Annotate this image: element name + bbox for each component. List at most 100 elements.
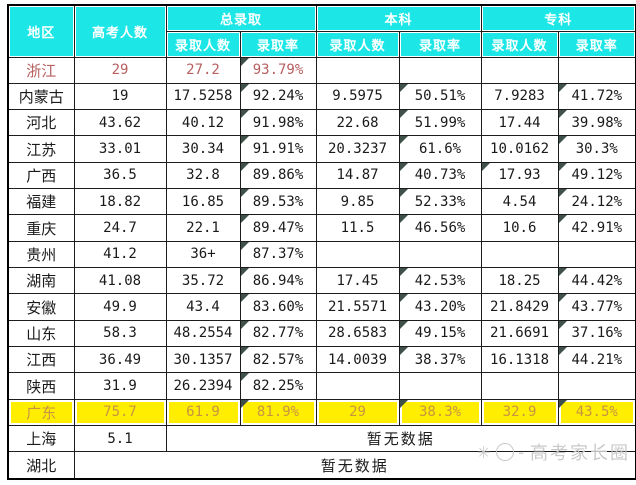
value-cell: 49.12% xyxy=(557,161,636,190)
col-header-candidates: 高考人数 xyxy=(73,4,167,58)
value-cell: 38.3% xyxy=(398,398,482,427)
value-cell: 29 xyxy=(315,398,400,427)
value-cell: 82.77% xyxy=(239,319,317,348)
value-cell: 17.45 xyxy=(315,267,400,295)
col-subheader-undergrad-rate: 录取率 xyxy=(398,30,482,58)
region-cell: 广西 xyxy=(7,161,75,190)
value-cell: 14.0039 xyxy=(315,346,400,374)
value-cell: 41.2 xyxy=(73,240,167,269)
value-cell: 14.87 xyxy=(315,161,400,190)
col-subheader-label: 录取人数 xyxy=(317,32,398,56)
value-cell: 42.53% xyxy=(398,267,482,295)
col-subheader-college-rate: 录取率 xyxy=(557,30,636,58)
value-cell xyxy=(480,372,559,400)
value-cell: 26.2394 xyxy=(165,372,241,400)
value-cell: 5.1 xyxy=(73,425,167,453)
value-cell: 83.60% xyxy=(239,293,317,321)
value-cell xyxy=(480,56,559,84)
value-cell: 29 xyxy=(73,56,167,84)
value-cell: 10.6 xyxy=(480,214,559,242)
table-row: 河北 43.62 40.12 91.98% 22.68 51.99% 17.44 39.98% xyxy=(7,109,636,137)
col-header-region-label: 地区 xyxy=(10,7,73,56)
value-cell: 52.33% xyxy=(398,188,482,216)
table-row: 贵州 41.2 36+ 87.37% xyxy=(7,240,636,269)
region-cell: 湖南 xyxy=(7,267,75,295)
value-cell: 89.86% xyxy=(239,161,317,190)
value-cell: 93.79% xyxy=(239,56,317,84)
value-cell: 17.44 xyxy=(480,109,559,137)
value-cell xyxy=(557,372,636,400)
table-row: 广东 75.7 61.9 81.9% 29 38.3% 32.9 43.5% xyxy=(7,398,636,427)
value-cell: 9.85 xyxy=(315,188,400,216)
value-cell: 43.20% xyxy=(398,293,482,321)
value-cell: 81.9% xyxy=(239,398,317,427)
value-cell: 89.53% xyxy=(239,188,317,216)
value-cell: 40.73% xyxy=(398,161,482,190)
region-cell: 江西 xyxy=(7,346,75,374)
region-cell: 重庆 xyxy=(7,214,75,242)
value-cell: 21.6691 xyxy=(480,319,559,348)
table-row: 内蒙古 19 17.5258 92.24% 9.5975 50.51% 7.9283 41.7… xyxy=(7,82,636,111)
col-subheader-total-admitted: 录取人数 xyxy=(165,30,241,58)
value-cell xyxy=(315,240,400,269)
value-cell: 36+ xyxy=(165,240,241,269)
col-subheader-label: 录取人数 xyxy=(167,32,239,56)
region-cell: 广东 xyxy=(7,398,75,427)
value-cell: 41.08 xyxy=(73,267,167,295)
value-cell: 61.9 xyxy=(165,398,241,427)
col-subheader-undergrad-admitted: 录取人数 xyxy=(315,30,400,58)
region-cell: 山东 xyxy=(7,319,75,348)
value-cell: 61.6% xyxy=(398,135,482,163)
col-subheader-total-rate: 录取率 xyxy=(239,30,317,58)
value-cell: 82.57% xyxy=(239,346,317,374)
col-header-total-label: 总录取 xyxy=(167,7,315,30)
value-cell: 11.5 xyxy=(315,214,400,242)
value-cell: 58.3 xyxy=(73,319,167,348)
table-row: 江西 36.49 30.1357 82.57% 14.0039 38.37% 16.1318… xyxy=(7,346,636,374)
value-cell: 38.37% xyxy=(398,346,482,374)
table-row: 重庆 24.7 22.1 89.47% 11.5 46.56% 10.6 42.91% xyxy=(7,214,636,242)
value-cell: 82.25% xyxy=(239,372,317,400)
table-row: 湖南 41.08 35.72 86.94% 17.45 42.53% 18.25 44.42% xyxy=(7,267,636,295)
col-header-total: 总录取 xyxy=(165,4,317,32)
value-cell: 19 xyxy=(73,82,167,111)
value-cell: 43.4 xyxy=(165,293,241,321)
value-cell: 40.12 xyxy=(165,109,241,137)
region-cell: 陕西 xyxy=(7,372,75,400)
region-cell: 上海 xyxy=(7,425,75,453)
value-cell: 37.16% xyxy=(557,319,636,348)
value-cell xyxy=(557,56,636,84)
region-cell: 内蒙古 xyxy=(7,82,75,111)
value-cell: 9.5975 xyxy=(315,82,400,111)
value-cell: 43.5% xyxy=(557,398,636,427)
value-cell: 75.7 xyxy=(73,398,167,427)
value-cell: 21.8429 xyxy=(480,293,559,321)
value-cell: 49.9 xyxy=(73,293,167,321)
table-row: 江苏 33.01 30.34 91.91% 20.3237 61.6% 10.0162 30.… xyxy=(7,135,636,163)
col-subheader-label: 录取率 xyxy=(559,32,635,56)
table-row: 浙江 29 27.2 93.79% xyxy=(7,56,636,84)
value-cell: 89.47% xyxy=(239,214,317,242)
value-cell: 28.6583 xyxy=(315,319,400,348)
region-cell: 安徽 xyxy=(7,293,75,321)
value-cell: 27.2 xyxy=(165,56,241,84)
value-cell: 36.49 xyxy=(73,346,167,374)
value-cell xyxy=(315,372,400,400)
col-subheader-label: 录取人数 xyxy=(482,32,557,56)
value-cell: 44.42% xyxy=(557,267,636,295)
value-cell: 33.01 xyxy=(73,135,167,163)
value-cell: 22.1 xyxy=(165,214,241,242)
value-cell: 4.54 xyxy=(480,188,559,216)
value-cell: 30.1357 xyxy=(165,346,241,374)
col-subheader-label: 录取率 xyxy=(400,32,480,56)
value-cell: 43.77% xyxy=(557,293,636,321)
table-header: 地区 高考人数 总录取 本科 专科 录取人数 录取率 录取人数 录取率 录取人数… xyxy=(7,4,636,58)
table-row: 福建 18.82 16.85 89.53% 9.85 52.33% 4.54 24.12% xyxy=(7,188,636,216)
value-cell: 10.0162 xyxy=(480,135,559,163)
admission-table: 地区 高考人数 总录取 本科 专科 录取人数 录取率 录取人数 录取率 录取人数… xyxy=(7,4,636,480)
value-cell: 43.62 xyxy=(73,109,167,137)
value-cell: 86.94% xyxy=(239,267,317,295)
value-cell xyxy=(398,372,482,400)
value-cell: 39.98% xyxy=(557,109,636,137)
value-cell: 30.34 xyxy=(165,135,241,163)
